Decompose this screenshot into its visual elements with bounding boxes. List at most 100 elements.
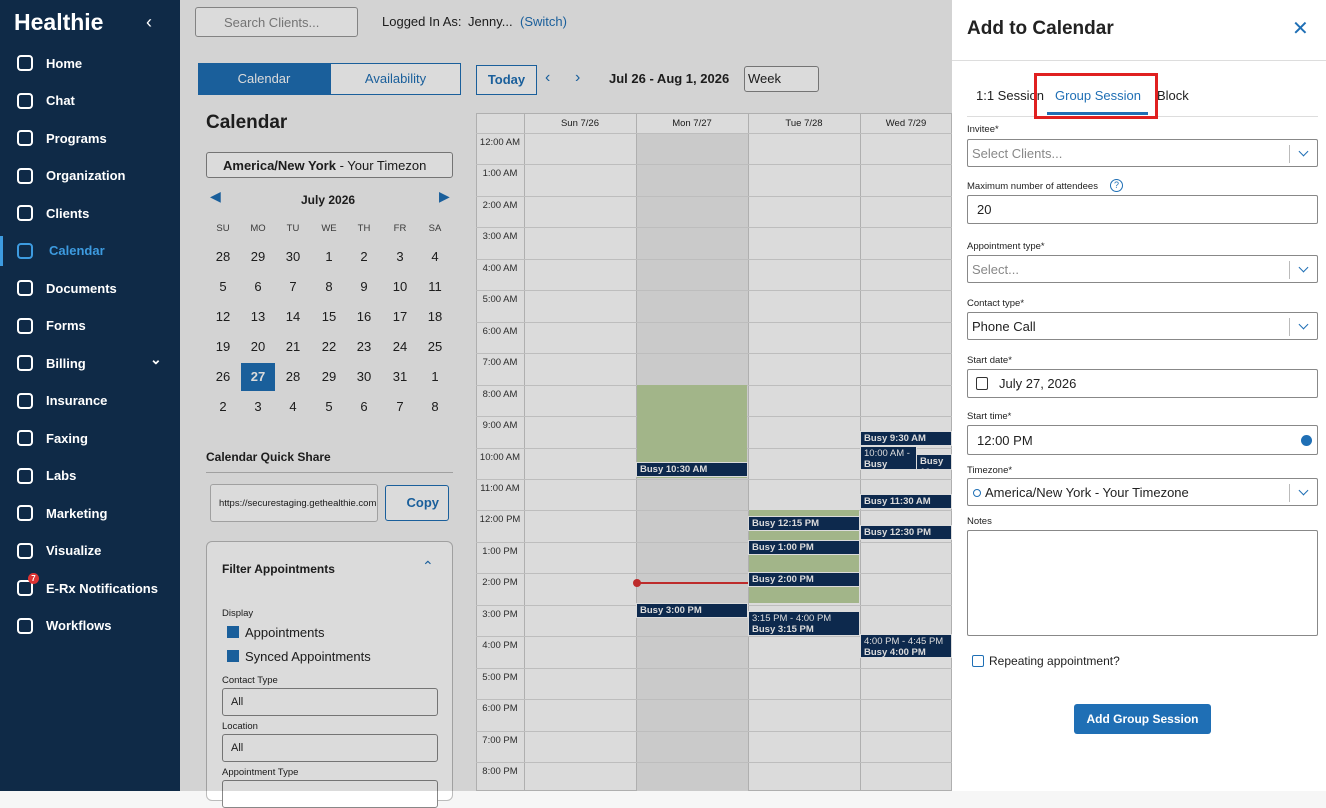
nav-item[interactable]: Forms: [0, 311, 180, 341]
day[interactable]: 27: [241, 363, 275, 391]
overlay[interactable]: [180, 0, 952, 791]
event[interactable]: 10:00 AM -Busy 10:00: [860, 446, 917, 470]
search[interactable]: Search Clients...: [195, 7, 358, 37]
tab-availability[interactable]: Availability: [330, 63, 461, 95]
tab[interactable]: Block: [1157, 88, 1189, 103]
close[interactable]: ✕: [1292, 18, 1309, 40]
timezone-input[interactable]: America/New York - Your Timezone: [967, 478, 1318, 506]
nav-item[interactable]: Programs: [0, 123, 180, 153]
day[interactable]: 29: [250, 249, 266, 264]
day[interactable]: 9: [360, 279, 368, 294]
event[interactable]: 4:00 PM - 4:45 PM Busy 4:00 PM: [860, 634, 952, 658]
nav-item[interactable]: Faxing: [0, 423, 180, 453]
date-input[interactable]: July 27, 2026: [967, 369, 1318, 398]
day[interactable]: 1: [325, 249, 333, 264]
collapse[interactable]: ‹: [146, 12, 152, 32]
day[interactable]: 10: [392, 279, 408, 294]
event[interactable]: Busy 12:15 PM: [748, 516, 860, 531]
nav-item[interactable]: Marketing: [0, 498, 180, 528]
day[interactable]: 4: [289, 399, 297, 414]
event[interactable]: Busy 1:00 PM: [748, 540, 860, 555]
submit[interactable]: Add Group Session: [1074, 704, 1211, 734]
chevron[interactable]: ⌄: [150, 351, 162, 367]
event[interactable]: Busy 2:00 PM: [748, 572, 860, 587]
day[interactable]: 20: [250, 339, 266, 354]
clear[interactable]: [1301, 435, 1312, 446]
day[interactable]: 4: [431, 249, 439, 264]
nav-item[interactable]: Insurance: [0, 386, 180, 416]
day[interactable]: 31: [392, 369, 408, 384]
event[interactable]: Busy 9:30 AM: [860, 431, 952, 446]
event[interactable]: Busy 11:30 AM: [860, 494, 952, 509]
nav-item[interactable]: Organization: [0, 161, 180, 191]
day[interactable]: 23: [356, 339, 372, 354]
time-input[interactable]: 12:00 PM: [967, 425, 1318, 455]
day[interactable]: 3: [396, 249, 404, 264]
day[interactable]: 28: [285, 369, 301, 384]
mini-next[interactable]: ▶: [439, 188, 450, 204]
day[interactable]: 13: [250, 309, 266, 324]
day[interactable]: 18: [427, 309, 443, 324]
timezone-select[interactable]: America/New York - Your Timezon: [206, 152, 453, 178]
event[interactable]: Busy 10:30 AM: [636, 462, 748, 477]
day[interactable]: 16: [356, 309, 372, 324]
nav-item[interactable]: Labs: [0, 461, 180, 491]
nav-item[interactable]: Chat: [0, 86, 180, 116]
view-select[interactable]: Week: [744, 66, 819, 92]
collapse-filter[interactable]: ⌃: [422, 558, 434, 574]
brand[interactable]: Healthie: [14, 9, 104, 35]
checkbox[interactable]: [227, 626, 239, 638]
checkbox[interactable]: [227, 650, 239, 662]
nav-item[interactable]: Billing ⌄: [0, 348, 180, 378]
event[interactable]: Busy 12:30 PM: [860, 525, 952, 540]
help[interactable]: ?: [1110, 179, 1123, 192]
day[interactable]: 1: [431, 369, 439, 384]
nav-item[interactable]: Home: [0, 48, 180, 78]
day[interactable]: 30: [285, 249, 301, 264]
next[interactable]: ›: [575, 69, 581, 86]
event[interactable]: 3:15 PM - 4:00 PM Busy 3:15 PM: [748, 611, 860, 636]
day[interactable]: 12: [215, 309, 231, 324]
invitee-input[interactable]: Select Clients...: [967, 139, 1318, 167]
day[interactable]: 7: [289, 279, 297, 294]
nav-item[interactable]: Clients: [0, 198, 180, 228]
today[interactable]: Today: [476, 65, 537, 95]
day[interactable]: 25: [427, 339, 443, 354]
day[interactable]: 14: [285, 309, 301, 324]
location-select[interactable]: All: [222, 734, 438, 762]
max-input[interactable]: 20: [967, 195, 1318, 224]
day[interactable]: 21: [285, 339, 301, 354]
notes[interactable]: [967, 530, 1318, 636]
day[interactable]: 29: [321, 369, 337, 384]
day[interactable]: 6: [360, 399, 368, 414]
appt-input[interactable]: Select...: [967, 255, 1318, 283]
day[interactable]: 24: [392, 339, 408, 354]
nav-item[interactable]: Documents: [0, 273, 180, 303]
event[interactable]: Busy 3:00 PM: [636, 603, 748, 618]
share-url-box[interactable]: https://securestaging.gethealthie.com: [210, 484, 378, 522]
day[interactable]: 5: [325, 399, 333, 414]
day[interactable]: 11: [428, 279, 442, 294]
tab-active[interactable]: Group Session: [1055, 88, 1141, 103]
nav-item[interactable]: E-Rx Notifications 7: [0, 573, 180, 603]
tab-calendar[interactable]: Calendar: [198, 63, 330, 95]
contact-input[interactable]: Phone Call: [967, 312, 1318, 340]
nav-item[interactable]: Calendar: [0, 235, 180, 266]
checkbox[interactable]: [972, 655, 984, 667]
day[interactable]: 26: [215, 369, 231, 384]
day[interactable]: 28: [215, 249, 231, 264]
switch[interactable]: (Switch): [520, 14, 567, 29]
mini-prev[interactable]: ◀: [210, 188, 221, 204]
day[interactable]: 5: [219, 279, 227, 294]
day[interactable]: 19: [215, 339, 231, 354]
day[interactable]: 3: [254, 399, 262, 414]
day[interactable]: 15: [321, 309, 337, 324]
contact-select[interactable]: All: [222, 688, 438, 716]
event[interactable]: Busy 10: [916, 454, 952, 470]
day[interactable]: 2: [360, 249, 368, 264]
tab[interactable]: 1:1 Session: [976, 88, 1044, 103]
nav-item[interactable]: Workflows: [0, 611, 180, 641]
day[interactable]: 22: [321, 339, 337, 354]
day[interactable]: 17: [392, 309, 408, 324]
day[interactable]: 8: [431, 399, 439, 414]
